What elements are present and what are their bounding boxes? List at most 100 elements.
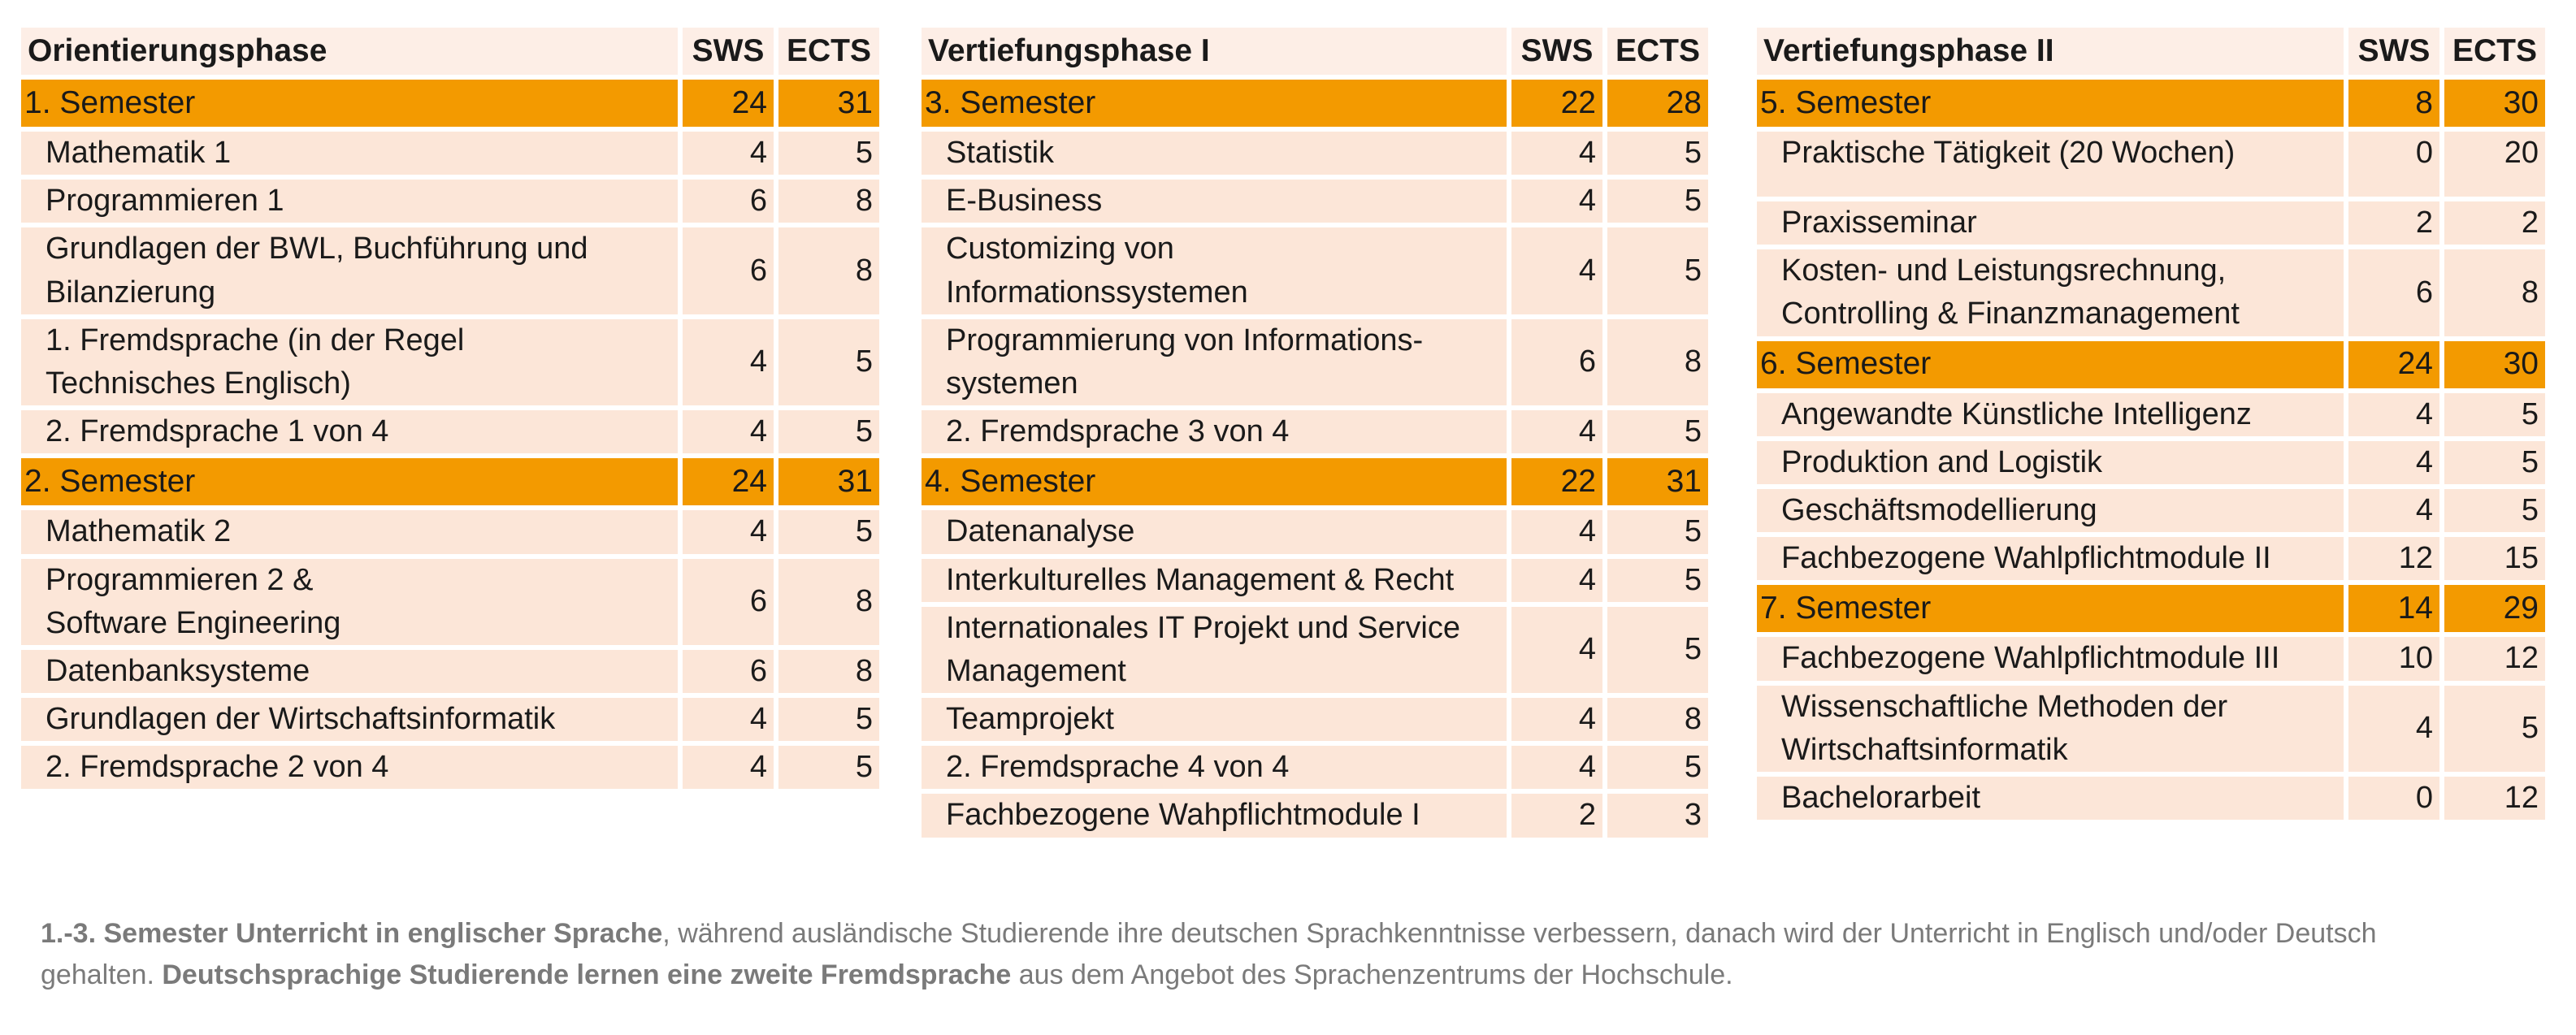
course-row: Praxisseminar 2 2 <box>1757 201 2545 245</box>
course-row: Fachbezogene Wahlpflichtmodule II 12 15 <box>1757 537 2545 581</box>
sws-header: SWS <box>1511 28 1602 75</box>
ects-value: 5 <box>1607 558 1708 602</box>
curriculum-table: Vertiefungsphase I SWS ECTS 3. Semester 2… <box>917 23 1713 842</box>
ects-value: 8 <box>778 558 879 645</box>
course-name: Mathematik 1 <box>21 132 678 175</box>
sws-value: 6 <box>683 227 774 314</box>
sws-value: 4 <box>2348 685 2439 772</box>
vertiefungsphase-2-panel: Vertiefungsphase II SWS ECTS 5. Semester… <box>1757 23 2555 825</box>
ects-value: 5 <box>778 746 879 790</box>
semester-label: 3. Semester <box>922 80 1507 127</box>
course-row: Datenanalyse 4 5 <box>922 510 1708 554</box>
semester-label: 1. Semester <box>21 80 678 127</box>
sws-value: 0 <box>2348 776 2439 821</box>
sws-value: 12 <box>2348 537 2439 581</box>
orientierungsphase-panel: Orientierungsphase SWS ECTS 1. Semester 2… <box>21 23 889 794</box>
ects-value: 8 <box>778 227 879 314</box>
semester-row: 6. Semester 24 30 <box>1757 340 2545 388</box>
course-row: Programmierung von Informations- systeme… <box>922 318 1708 406</box>
course-name: Datenbanksysteme <box>21 649 678 694</box>
sws-value: 22 <box>1511 80 1602 127</box>
ects-value: 5 <box>2444 392 2545 436</box>
course-row: Produktion and Logistik 4 5 <box>1757 440 2545 484</box>
sws-value: 8 <box>2348 80 2439 127</box>
sws-value: 0 <box>2348 132 2439 197</box>
sws-value: 24 <box>2348 340 2439 388</box>
sws-value: 6 <box>683 558 774 645</box>
sws-value: 10 <box>2348 637 2439 681</box>
sws-value: 4 <box>2348 392 2439 436</box>
ects-value: 29 <box>2444 585 2545 633</box>
course-name: Kosten- und Leistungsrechnung, Controlli… <box>1757 249 2344 336</box>
ects-value: 31 <box>778 80 879 127</box>
course-row: Grundlagen der Wirtschaftsinformatik 4 5 <box>21 698 879 742</box>
footnote-bold-2: Deutschsprachige Studierende lernen eine… <box>162 959 1012 990</box>
sws-value: 4 <box>1511 410 1602 454</box>
sws-value: 6 <box>2348 249 2439 336</box>
sws-value: 6 <box>683 180 774 223</box>
ects-value: 8 <box>1607 698 1708 742</box>
course-name: Fachbezogene Wahlpflichtmodule II <box>1757 537 2344 581</box>
semester-row: 2. Semester 24 31 <box>21 458 879 506</box>
course-row: Praktische Tätigkeit (20 Wochen) 0 20 <box>1757 132 2545 197</box>
sws-value: 6 <box>683 649 774 694</box>
ects-header: ECTS <box>1607 28 1708 75</box>
ects-value: 5 <box>1607 746 1708 790</box>
sws-value: 4 <box>683 698 774 742</box>
ects-value: 12 <box>2444 637 2545 681</box>
ects-value: 28 <box>1607 80 1708 127</box>
semester-label: 6. Semester <box>1757 340 2344 388</box>
curriculum-table: Orientierungsphase SWS ECTS 1. Semester 2… <box>16 23 884 794</box>
course-name: 1. Fremdsprache (in der Regel Technische… <box>21 318 678 406</box>
course-name: Programmieren 1 <box>21 180 678 223</box>
table-header-row: Orientierungsphase SWS ECTS <box>21 28 879 75</box>
ects-value: 5 <box>1607 410 1708 454</box>
semester-row: 7. Semester 14 29 <box>1757 585 2545 633</box>
ects-value: 5 <box>1607 132 1708 175</box>
course-name: Grundlagen der BWL, Buchführung und Bila… <box>21 227 678 314</box>
course-row: 1. Fremdsprache (in der Regel Technische… <box>21 318 879 406</box>
course-row: Fachbezogene Wahlpflichtmodule III 10 12 <box>1757 637 2545 681</box>
table-header-row: Vertiefungsphase I SWS ECTS <box>922 28 1708 75</box>
course-row: Statistik 4 5 <box>922 132 1708 175</box>
ects-value: 31 <box>1607 458 1708 506</box>
semester-label: 4. Semester <box>922 458 1507 506</box>
course-name: 2. Fremdsprache 2 von 4 <box>21 746 678 790</box>
table-header-row: Vertiefungsphase II SWS ECTS <box>1757 28 2545 75</box>
semester-row: 3. Semester 22 28 <box>922 80 1708 127</box>
ects-value: 5 <box>778 318 879 406</box>
sws-header: SWS <box>683 28 774 75</box>
course-row: Angewandte Künstliche Intelligenz 4 5 <box>1757 392 2545 436</box>
ects-value: 31 <box>778 458 879 506</box>
course-name: Praktische Tätigkeit (20 Wochen) <box>1757 132 2344 197</box>
ects-value: 3 <box>1607 794 1708 838</box>
sws-value: 4 <box>1511 132 1602 175</box>
course-name: Teamprojekt <box>922 698 1507 742</box>
ects-value: 12 <box>2444 776 2545 821</box>
sws-value: 2 <box>1511 794 1602 838</box>
footnote: 1.-3. Semester Unterricht in englischer … <box>41 913 2478 996</box>
vertiefungsphase-1-panel: Vertiefungsphase I SWS ECTS 3. Semester 2… <box>922 23 1718 842</box>
course-row: Datenbanksysteme 6 8 <box>21 649 879 694</box>
ects-value: 5 <box>778 410 879 454</box>
course-name: 2. Fremdsprache 4 von 4 <box>922 746 1507 790</box>
course-row: Geschäftsmodellierung 4 5 <box>1757 488 2545 533</box>
sws-value: 4 <box>683 746 774 790</box>
course-row: Bachelorarbeit 0 12 <box>1757 776 2545 821</box>
course-row: Programmieren 2 & Software Engineering 6 8 <box>21 558 879 645</box>
ects-value: 15 <box>2444 537 2545 581</box>
sws-value: 4 <box>1511 558 1602 602</box>
sws-value: 24 <box>683 80 774 127</box>
footnote-text-1: , während ausländische Studierende ihre … <box>41 918 2377 990</box>
course-name: Customizing von Informationssystemen <box>922 227 1507 314</box>
course-row: Teamprojekt 4 8 <box>922 698 1708 742</box>
sws-value: 4 <box>683 510 774 554</box>
semester-label: 5. Semester <box>1757 80 2344 127</box>
course-name: 2. Fremdsprache 1 von 4 <box>21 410 678 454</box>
